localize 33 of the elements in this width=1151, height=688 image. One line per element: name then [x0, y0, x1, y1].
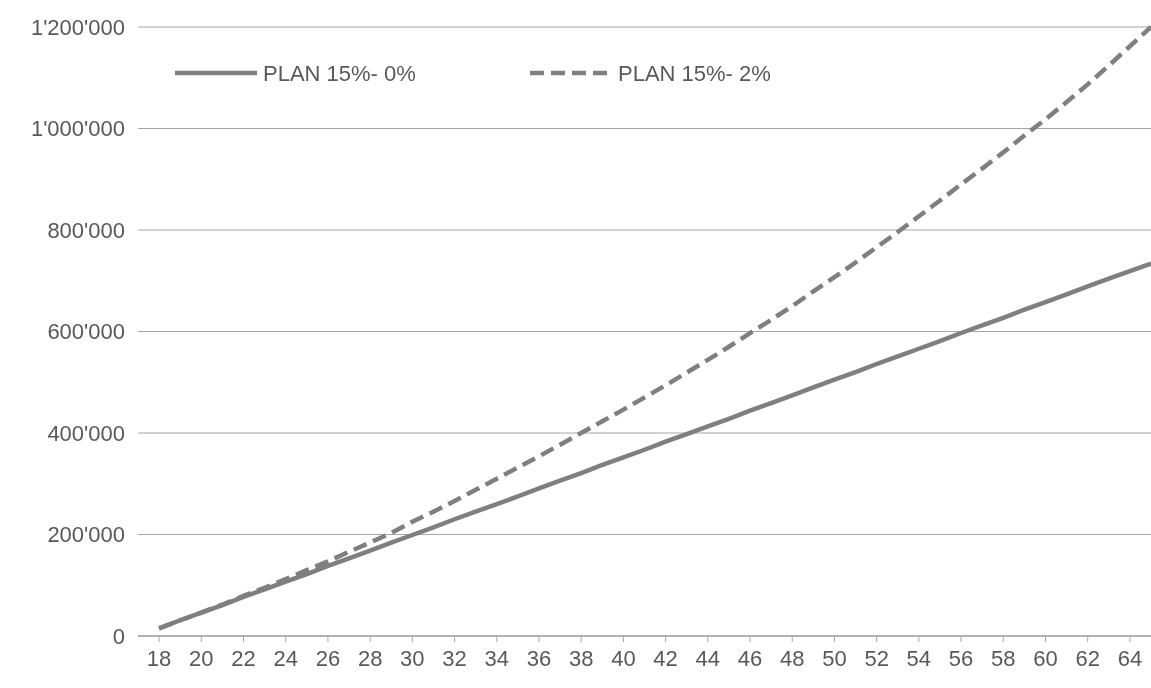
y-tick-label: 0	[112, 623, 125, 649]
x-tick-label: 52	[864, 646, 889, 671]
x-tick-label: 20	[189, 646, 214, 671]
x-tick-label: 46	[737, 646, 763, 671]
y-tick-label: 600'000	[47, 319, 125, 345]
x-tick-label: 30	[400, 646, 425, 671]
x-tick-label: 58	[991, 646, 1016, 671]
x-tick-label: 42	[653, 646, 678, 671]
y-tick-label: 800'000	[47, 217, 125, 243]
x-tick-label: 48	[779, 646, 805, 671]
x-tick-label: 18	[146, 646, 172, 671]
x-tick-label: 38	[568, 646, 594, 671]
y-tick-label: 400'000	[47, 420, 125, 446]
x-tick-label: 60	[1033, 646, 1058, 671]
x-tick-label: 24	[273, 646, 298, 671]
x-tick-label: 64	[1117, 646, 1143, 671]
y-tick-label: 1'000'000	[30, 116, 125, 142]
x-tick-label: 28	[357, 646, 383, 671]
x-tick-label: 44	[695, 646, 721, 671]
y-tick-label: 1'200'000	[30, 14, 125, 40]
legend-label: PLAN 15%- 0%	[263, 60, 416, 86]
x-tick-label: 34	[484, 646, 510, 671]
legend-label: PLAN 15%- 2%	[618, 60, 771, 86]
y-tick-label: 200'000	[47, 522, 125, 548]
x-tick-label: 54	[906, 646, 932, 671]
x-tick-label: 32	[442, 646, 467, 671]
x-tick-label: 26	[315, 646, 341, 671]
x-tick-label: 50	[822, 646, 847, 671]
x-tick-label: 62	[1075, 646, 1100, 671]
x-tick-label: 56	[948, 646, 974, 671]
x-tick-label: 40	[611, 646, 636, 671]
x-tick-label: 22	[231, 646, 256, 671]
x-tick-label: 36	[526, 646, 552, 671]
